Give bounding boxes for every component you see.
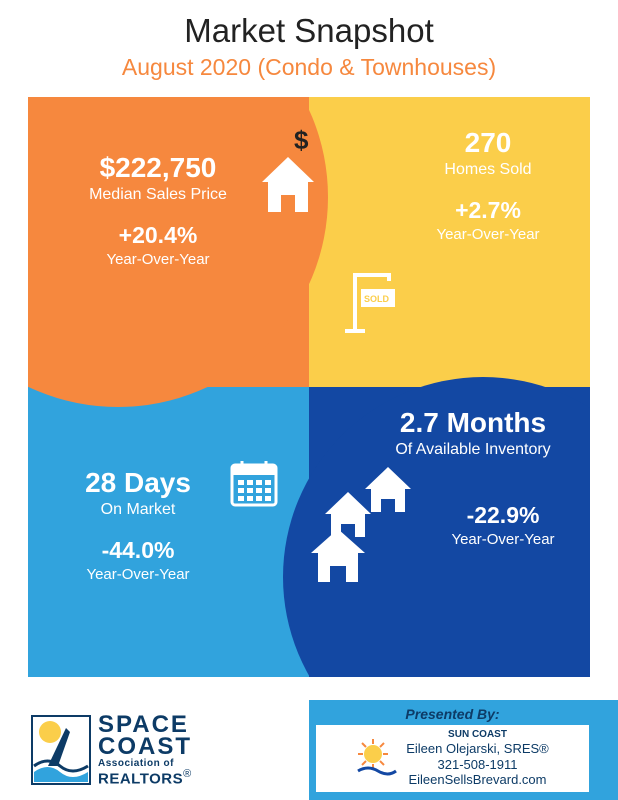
days-label: On Market (48, 501, 228, 519)
presented-by-label: Presented By: (315, 706, 590, 722)
sold-sign-icon: SOLD (343, 267, 403, 337)
panel-homes-sold: 270 Homes Sold +2.7% Year-Over-Year (408, 127, 568, 243)
median-price-pct-label: Year-Over-Year (58, 251, 258, 268)
sun-coast-logo-icon (356, 737, 398, 779)
footer: SPACE COAST Association of REALTORS® Pre… (0, 700, 618, 800)
logo-line3: Association of (98, 759, 192, 769)
space-coast-emblem-icon (30, 714, 92, 786)
median-price-value: $222,750 (58, 152, 258, 184)
page-title: Market Snapshot (0, 0, 618, 50)
houses-cluster-icon (303, 467, 433, 587)
infographic-area: $222,750 Median Sales Price +20.4% Year-… (28, 97, 590, 677)
inventory-pct-label: Year-Over-Year (423, 531, 583, 548)
median-price-label: Median Sales Price (58, 186, 258, 204)
homes-sold-pct-label: Year-Over-Year (408, 226, 568, 243)
inventory-pct: -22.9% (423, 502, 583, 529)
panel-median-price: $222,750 Median Sales Price +20.4% Year-… (58, 152, 258, 268)
presenter-name: Eileen Olejarski, SRES® (406, 741, 549, 757)
homes-sold-pct: +2.7% (408, 197, 568, 224)
page-subtitle: August 2020 (Condo & Townhouses) (0, 50, 618, 81)
logo-line4: REALTORS (98, 770, 183, 787)
presenter-phone: 321-508-1911 (406, 757, 549, 773)
days-value: 28 Days (48, 467, 228, 499)
panel-inventory-pct: -22.9% Year-Over-Year (423, 502, 583, 548)
homes-sold-label: Homes Sold (408, 161, 568, 179)
panel-inventory: 2.7 Months Of Available Inventory (363, 407, 583, 459)
svg-text:$: $ (294, 127, 309, 155)
logo-trademark: ® (183, 768, 191, 780)
svg-text:SOLD: SOLD (364, 294, 390, 304)
presenter-brand: SUN COAST (406, 729, 549, 741)
panel-days-on-market: 28 Days On Market -44.0% Year-Over-Year (48, 467, 228, 583)
presenter-card: SUN COAST Eileen Olejarski, SRES® 321-50… (315, 724, 590, 793)
calendar-icon (228, 457, 280, 509)
days-pct-label: Year-Over-Year (48, 566, 228, 583)
logo-line2: COAST (98, 736, 192, 759)
inventory-label: Of Available Inventory (363, 441, 583, 459)
homes-sold-value: 270 (408, 127, 568, 159)
inventory-value: 2.7 Months (363, 407, 583, 439)
median-price-pct: +20.4% (58, 222, 258, 249)
presenter-box: Presented By: SUN COAST Eileen Olejarski… (309, 700, 618, 800)
presenter-web: EileenSellsBrevard.com (406, 772, 549, 788)
days-pct: -44.0% (48, 537, 228, 564)
space-coast-logo: SPACE COAST Association of REALTORS® (0, 700, 309, 800)
house-dollar-icon: $ (253, 127, 323, 222)
